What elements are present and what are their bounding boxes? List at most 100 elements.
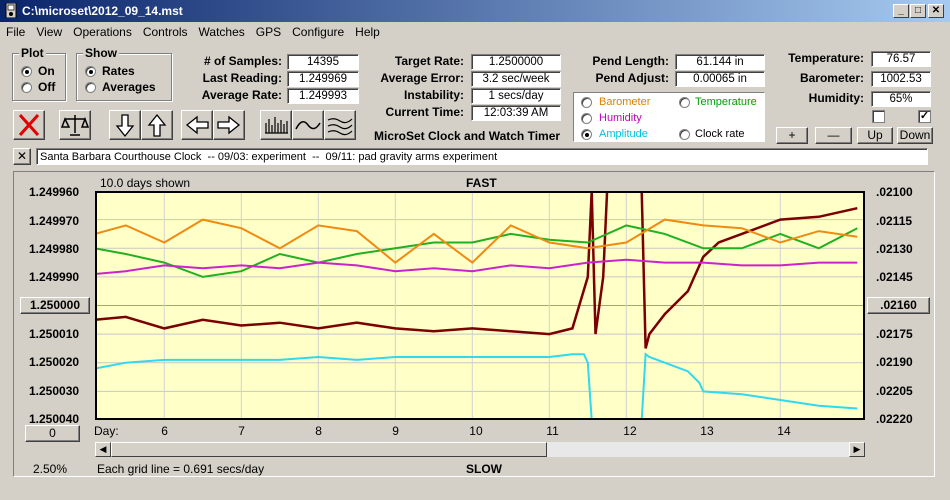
menu-help[interactable]: Help [355,25,380,39]
scroll-right-arrow-icon[interactable]: ▶ [849,442,865,457]
waves-icon [327,118,353,136]
checkbox-2[interactable]: ✓ [918,110,931,123]
down-button[interactable]: Down [897,127,933,144]
pend-length-label: Pend Length: [592,54,669,68]
checkbox-1[interactable] [872,110,885,123]
days-shown-label: 10.0 days shown [100,176,191,190]
scroll-left-arrow-icon[interactable]: ◀ [95,442,111,457]
temperature-radio[interactable] [679,97,690,108]
delete-button[interactable] [13,110,45,140]
temperature-label: Temperature: [788,51,864,65]
day-tick: 11 [546,424,559,438]
menu-operations[interactable]: Operations [73,25,132,39]
day-tick: 8 [315,424,322,438]
clock-rate-radio[interactable] [679,129,690,140]
multi-wave-view-button[interactable] [324,110,356,140]
close-window-button[interactable]: ✕ [928,4,944,18]
app-name: MicroSet Clock and Watch Timer [374,129,561,143]
average-rate-label: Average Rate: [201,88,282,102]
menu-gps[interactable]: GPS [255,25,282,39]
humidity-label: Humidity: [808,91,864,105]
temperature-option-label: Temperature [695,96,757,108]
minus-button[interactable]: — [815,127,852,144]
day-tick: 14 [777,424,791,438]
right-tick: .02145 [876,270,913,284]
pend-length-field[interactable]: 61.144 in [675,54,765,70]
wave-icon [295,121,321,130]
notes-input[interactable]: Santa Barbara Courthouse Clock -- 09/03:… [36,148,928,165]
day-tick: 7 [238,424,245,438]
plot-off-label: Off [38,80,56,94]
offset-button[interactable]: 0 [25,425,80,442]
down-arrow-button[interactable] [109,110,141,140]
up-arrow-button[interactable] [141,110,173,140]
average-error-field: 3.2 sec/week [471,71,561,87]
up-button[interactable]: Up [857,127,893,144]
samples-label: # of Samples: [203,54,282,68]
fast-label: FAST [466,176,497,190]
grid-note: Each grid line = 0.691 secs/day [97,462,265,476]
scale-icon [60,115,90,136]
plot-border [95,191,865,420]
right-tick: .02205 [876,384,913,398]
title-bar: C:\microset\2012_09_14.mst _ □ ✕ [0,0,950,22]
plus-button[interactable]: + [776,127,808,144]
series-clock-rate [95,191,858,349]
plot-on-label: On [38,64,55,78]
right-arrow-button[interactable] [213,110,245,140]
humidity-radio[interactable] [581,113,592,124]
barometer-radio[interactable] [581,97,592,108]
scroll-thumb[interactable] [111,442,547,457]
left-arrow-button[interactable] [181,110,213,140]
graph-panel [13,171,935,477]
left-tick: 1.249960 [29,185,80,199]
menu-file[interactable]: File [6,25,26,39]
spikes-icon [265,117,288,134]
right-tick: .02175 [876,327,913,341]
current-time-label: Current Time: [385,105,464,119]
left-tick: 1.250030 [29,384,80,398]
menu-configure[interactable]: Configure [292,25,345,39]
last-reading-label: Last Reading: [202,71,282,85]
wave-view-button[interactable] [292,110,324,140]
plot-group-title: Plot [19,46,46,60]
balance-button[interactable] [59,110,91,140]
pend-adjust-field: 0.00065 in [675,71,765,87]
samples-field: 14395 [287,54,359,70]
left-tick: 1.249990 [29,270,80,284]
clock-rate-option-label: Clock rate [695,128,745,140]
clear-notes-button[interactable]: ✕ [13,148,31,165]
show-rates-radio[interactable] [85,66,96,77]
amplitude-radio[interactable] [581,129,592,140]
bars-view-button[interactable] [260,110,292,140]
plot-off-radio[interactable] [21,82,32,93]
current-time-field: 12:03:39 AM [471,105,561,121]
last-reading-field: 1.249969 [287,71,359,87]
barometer-field: 1002.53 [871,71,931,87]
target-rate-field[interactable]: 1.2500000 [471,54,561,70]
center-rate-button[interactable]: 1.250000 [20,297,90,314]
day-tick: 12 [623,424,637,438]
pend-adjust-label: Pend Adjust: [595,71,669,85]
plot-on-radio[interactable] [21,66,32,77]
day-tick: 6 [161,424,168,438]
show-group [76,53,172,101]
series-temperature [95,224,858,278]
arrow-down-icon [115,114,135,138]
menu-watches[interactable]: Watches [198,25,245,39]
red-x-icon [18,113,40,137]
show-averages-radio[interactable] [85,82,96,93]
humidity-option-label: Humidity [599,112,642,124]
minimize-button[interactable]: _ [893,4,909,18]
maximize-button[interactable]: □ [910,4,926,18]
menu-view[interactable]: View [36,25,63,39]
barometer-label: Barometer: [799,71,864,85]
left-tick: 1.249970 [29,214,80,228]
arrow-left-icon [185,115,209,135]
center-secondary-button[interactable]: .02160 [867,297,930,314]
average-rate-field: 1.249993 [287,88,359,104]
horizontal-scrollbar[interactable]: ◀ ▶ [95,442,865,457]
menu-controls[interactable]: Controls [142,25,188,39]
series-amplitude [95,352,858,420]
show-rates-label: Rates [102,64,135,78]
